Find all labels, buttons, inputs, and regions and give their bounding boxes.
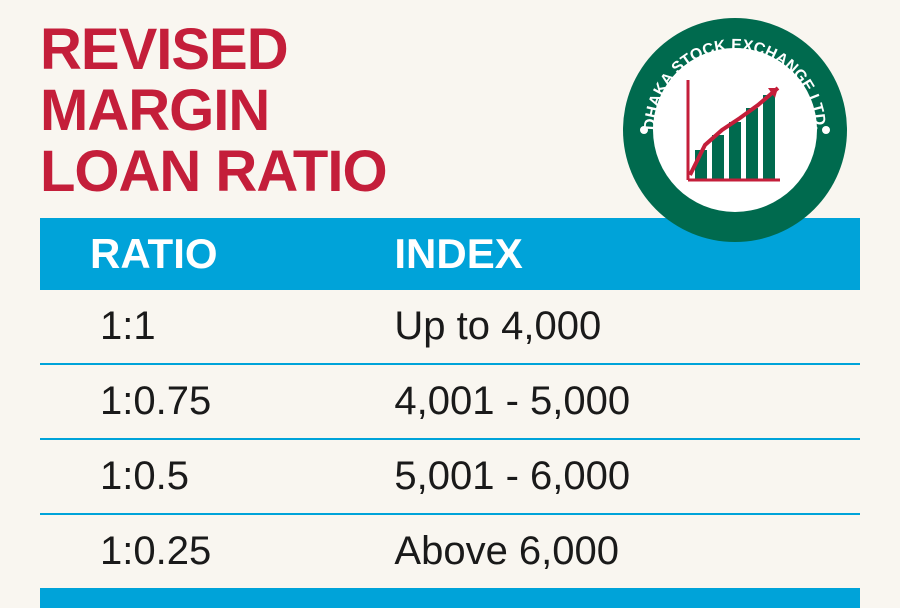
table-row: 1:0.5 5,001 - 6,000 — [40, 440, 860, 515]
dse-logo-svg: DHAKA STOCK EXCHANGE LTD. ঢাকা স্টক এক্স… — [620, 15, 850, 245]
margin-ratio-table: RATIO INDEX 1:1 Up to 4,000 1:0.75 4,001… — [40, 218, 860, 608]
dse-logo: DHAKA STOCK EXCHANGE LTD. ঢাকা স্টক এক্স… — [620, 15, 850, 245]
cell-ratio: 1:0.5 — [40, 454, 384, 499]
table-footer-bar — [40, 590, 860, 608]
cell-ratio: 1:1 — [40, 304, 384, 349]
cell-ratio: 1:0.25 — [40, 529, 384, 574]
table-row: 1:0.25 Above 6,000 — [40, 515, 860, 590]
table-row: 1:1 Up to 4,000 — [40, 290, 860, 365]
cell-ratio: 1:0.75 — [40, 379, 384, 424]
header-section: REVISED MARGIN LOAN RATIO DHAKA STOCK EX… — [40, 20, 860, 203]
cell-index: Up to 4,000 — [384, 304, 860, 349]
cell-index: 5,001 - 6,000 — [384, 454, 860, 499]
header-ratio: RATIO — [40, 230, 384, 278]
cell-index: 4,001 - 5,000 — [384, 379, 860, 424]
cell-index: Above 6,000 — [384, 529, 860, 574]
table-row: 1:0.75 4,001 - 5,000 — [40, 365, 860, 440]
